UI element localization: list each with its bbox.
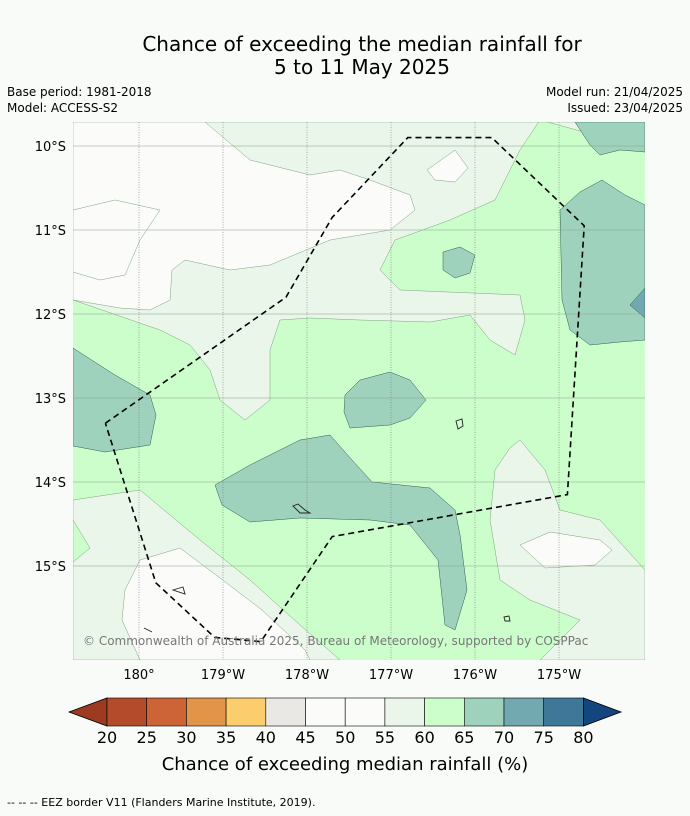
colorbar-tick-label: 30	[176, 728, 196, 747]
y-tick-label: 11°S	[35, 224, 66, 239]
colorbar-segment	[424, 697, 465, 727]
x-tick-label: 179°W	[201, 668, 245, 683]
y-tick-label: 12°S	[35, 308, 66, 323]
colorbar-segment	[225, 697, 267, 727]
fill-65-70-east	[559, 179, 645, 346]
x-tick-label: 176°W	[453, 668, 497, 683]
x-tick-label: 180°	[123, 668, 154, 683]
x-axis: 180° 179°W 178°W 177°W 176°W 175°W	[123, 668, 581, 683]
colorbar-tick-label: 70	[494, 728, 514, 747]
x-tick-label: 177°W	[369, 668, 413, 683]
chart-title-line-2: 5 to 11 May 2025	[274, 55, 450, 79]
colorbar-tick-label: 45	[295, 728, 315, 747]
colorbar-extend-high	[583, 697, 623, 727]
colorbar-tick-label: 60	[414, 728, 434, 747]
fill-65-70-west	[73, 347, 157, 453]
colorbar-label: Chance of exceeding median rainfall (%)	[162, 754, 529, 775]
colorbar-segment	[106, 697, 148, 727]
colorbar-segment	[463, 697, 505, 727]
fill-65-70-small	[442, 246, 476, 279]
colorbar-tick-label: 80	[573, 728, 593, 747]
colorbar-tick-label: 65	[454, 728, 474, 747]
colorbar-extend-low	[67, 697, 108, 727]
colorbar-segment	[503, 697, 545, 727]
eez-footnote: -- -- -- EEZ border V11 (Flanders Marine…	[7, 796, 316, 809]
x-tick-label: 175°W	[537, 668, 581, 683]
fill-65-70-center	[343, 371, 427, 429]
colorbar-segment	[305, 697, 346, 727]
island-c	[503, 615, 511, 622]
model-run: Model run: 21/04/2025	[545, 85, 683, 99]
islands	[143, 418, 511, 633]
island-b	[292, 503, 312, 514]
fill-50-55-patch	[426, 149, 469, 183]
fill-50-55-north	[73, 122, 416, 311]
fill-50-55-south	[121, 547, 311, 660]
y-tick-label: 15°S	[35, 560, 66, 575]
colorbar-segment	[265, 697, 306, 727]
colorbar-tick-label: 40	[256, 728, 276, 747]
colorbar-segment	[543, 697, 584, 727]
x-tick-label: 178°W	[285, 668, 329, 683]
island-a	[455, 418, 464, 430]
fill-70-75-east	[629, 287, 645, 319]
colorbar-segment	[344, 697, 386, 727]
colorbar-segment	[384, 697, 425, 727]
fill-65-70-northeast	[574, 122, 645, 156]
fill-65-70-south	[214, 434, 468, 631]
y-tick-label: 10°S	[35, 140, 66, 155]
colorbar-segment	[186, 697, 227, 727]
y-tick-label: 14°S	[35, 476, 66, 491]
issued-date: Issued: 23/04/2025	[567, 101, 683, 115]
fill-45-50-west	[73, 199, 161, 281]
base-period: Base period: 1981-2018	[7, 85, 152, 99]
rainfall-map: © Commonwealth of Australia 2025, Bureau…	[35, 122, 645, 775]
fill-50-55-east	[519, 531, 613, 569]
colorbar-tick-label: 50	[335, 728, 355, 747]
colorbar-segment	[146, 697, 187, 727]
gridlines	[73, 122, 645, 660]
colorbar-tick-label: 35	[216, 728, 236, 747]
y-axis: 10°S 11°S 12°S 13°S 14°S 15°S	[35, 140, 66, 575]
copyright-text: © Commonwealth of Australia 2025, Bureau…	[83, 634, 588, 648]
colorbar: 20 25 30 35 40 45 50 55 60 65 70 75 80	[67, 697, 623, 747]
y-tick-label: 13°S	[35, 392, 66, 407]
model-name: Model: ACCESS-S2	[7, 101, 119, 115]
colorbar-tick-label: 20	[97, 728, 117, 747]
colorbar-tick-label: 25	[137, 728, 157, 747]
chart-title-line-1: Chance of exceeding the median rainfall …	[142, 32, 582, 56]
island-e	[143, 627, 153, 633]
island-d	[171, 586, 186, 595]
colorbar-tick-label: 55	[375, 728, 395, 747]
map-fill-layers	[73, 122, 645, 660]
fill-60-65-west-lobe	[73, 519, 91, 563]
colorbar-tick-label: 75	[534, 728, 554, 747]
